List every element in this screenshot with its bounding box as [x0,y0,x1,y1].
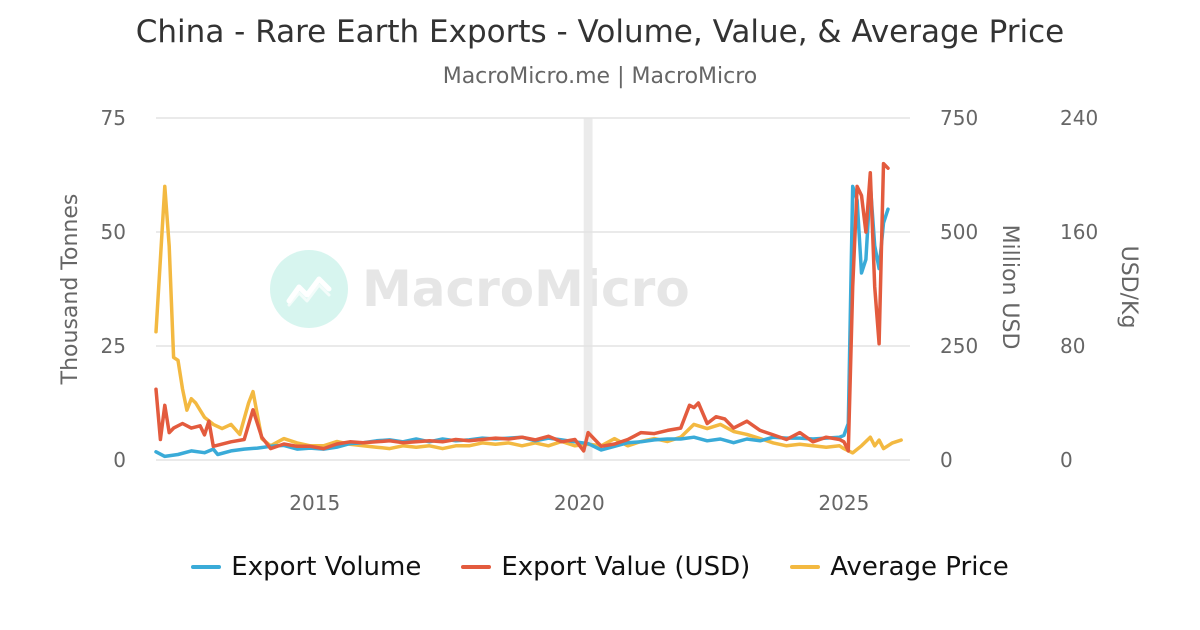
series-line-average-price [154,184,903,455]
x-tick-label: 2025 [818,491,869,515]
y-right2-tick-label: 0 [1060,448,1073,472]
legend-label-export-value: Export Value (USD) [501,552,751,582]
legend-item-average-price[interactable]: Average Price [790,552,1009,582]
legend-item-export-value[interactable]: Export Value (USD) [461,552,750,582]
y-right2-axis-title: USD/Kg [1116,246,1141,329]
y-left-tick-label: 0 [113,448,126,472]
series-line-export-volume [154,182,890,459]
y-left-tick-label: 50 [101,220,126,244]
chart-subtitle: MacroMicro.me | MacroMicro [442,64,758,89]
series-line-export-value-usd [154,161,890,453]
y-right2-tick-label: 80 [1060,334,1085,358]
watermark-logo-icon [270,250,348,328]
y-right2-tick-label: 240 [1060,106,1098,130]
highlight-band [583,118,593,460]
x-tick-label: 2020 [554,491,605,515]
y-right1-tick-label: 500 [940,220,978,244]
chart-plot: 0 0 0 25 250 80 50 500 160 75 750 240 2015 2020 2025 Th… [58,106,1141,515]
x-tick-label: 2015 [289,491,340,515]
legend-swatch-average-price [790,565,821,569]
legend-swatch-export-value [461,565,492,569]
legend: Export Volume Export Value (USD) Average… [0,552,1200,582]
y-left-tick-label: 25 [101,334,126,358]
chart-title: China - Rare Earth Exports - Volume, Val… [135,14,1065,50]
legend-label-average-price: Average Price [830,552,1009,582]
legend-label-export-volume: Export Volume [231,552,422,582]
watermark: MacroMicro [270,250,690,328]
y-right1-axis-title: Million USD [997,225,1022,350]
watermark-text: MacroMicro [362,260,690,318]
legend-item-export-volume[interactable]: Export Volume [191,552,421,582]
y-right2-tick-label: 160 [1060,220,1098,244]
legend-swatch-export-volume [191,565,222,569]
y-right1-tick-label: 250 [940,334,978,358]
y-left-tick-label: 75 [101,106,126,130]
y-left-axis-title: Thousand Tonnes [58,194,83,386]
y-right1-tick-label: 0 [940,448,953,472]
y-right1-tick-label: 750 [940,106,978,130]
